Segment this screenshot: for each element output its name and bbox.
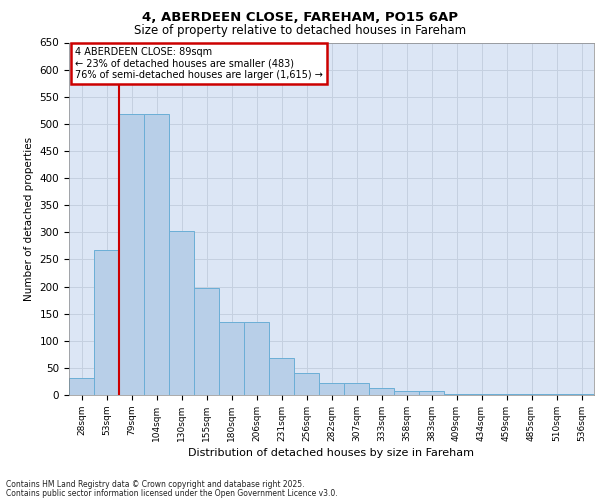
Text: 4 ABERDEEN CLOSE: 89sqm
← 23% of detached houses are smaller (483)
76% of semi-d: 4 ABERDEEN CLOSE: 89sqm ← 23% of detache… [76,46,323,80]
Text: Contains HM Land Registry data © Crown copyright and database right 2025.: Contains HM Land Registry data © Crown c… [6,480,305,489]
Bar [394,391,419,395]
Bar [219,322,244,395]
Bar [444,394,469,395]
Text: Contains public sector information licensed under the Open Government Licence v3: Contains public sector information licen… [6,489,338,498]
Bar [119,114,144,395]
Bar [319,383,344,395]
Bar [419,391,444,395]
Bar [494,394,519,395]
Bar [344,383,369,395]
Bar [544,394,569,395]
Bar [69,378,94,395]
Bar [144,114,169,395]
X-axis label: Distribution of detached houses by size in Fareham: Distribution of detached houses by size … [188,448,475,458]
Bar [244,322,269,395]
Bar [469,394,494,395]
Bar [269,358,294,395]
Y-axis label: Number of detached properties: Number of detached properties [24,136,34,301]
Bar [194,288,219,395]
Bar [294,374,319,395]
Bar [519,394,544,395]
Bar [369,388,394,395]
Text: 4, ABERDEEN CLOSE, FAREHAM, PO15 6AP: 4, ABERDEEN CLOSE, FAREHAM, PO15 6AP [142,11,458,24]
Bar [569,394,594,395]
Text: Size of property relative to detached houses in Fareham: Size of property relative to detached ho… [134,24,466,37]
Bar [169,230,194,395]
Bar [94,250,119,395]
